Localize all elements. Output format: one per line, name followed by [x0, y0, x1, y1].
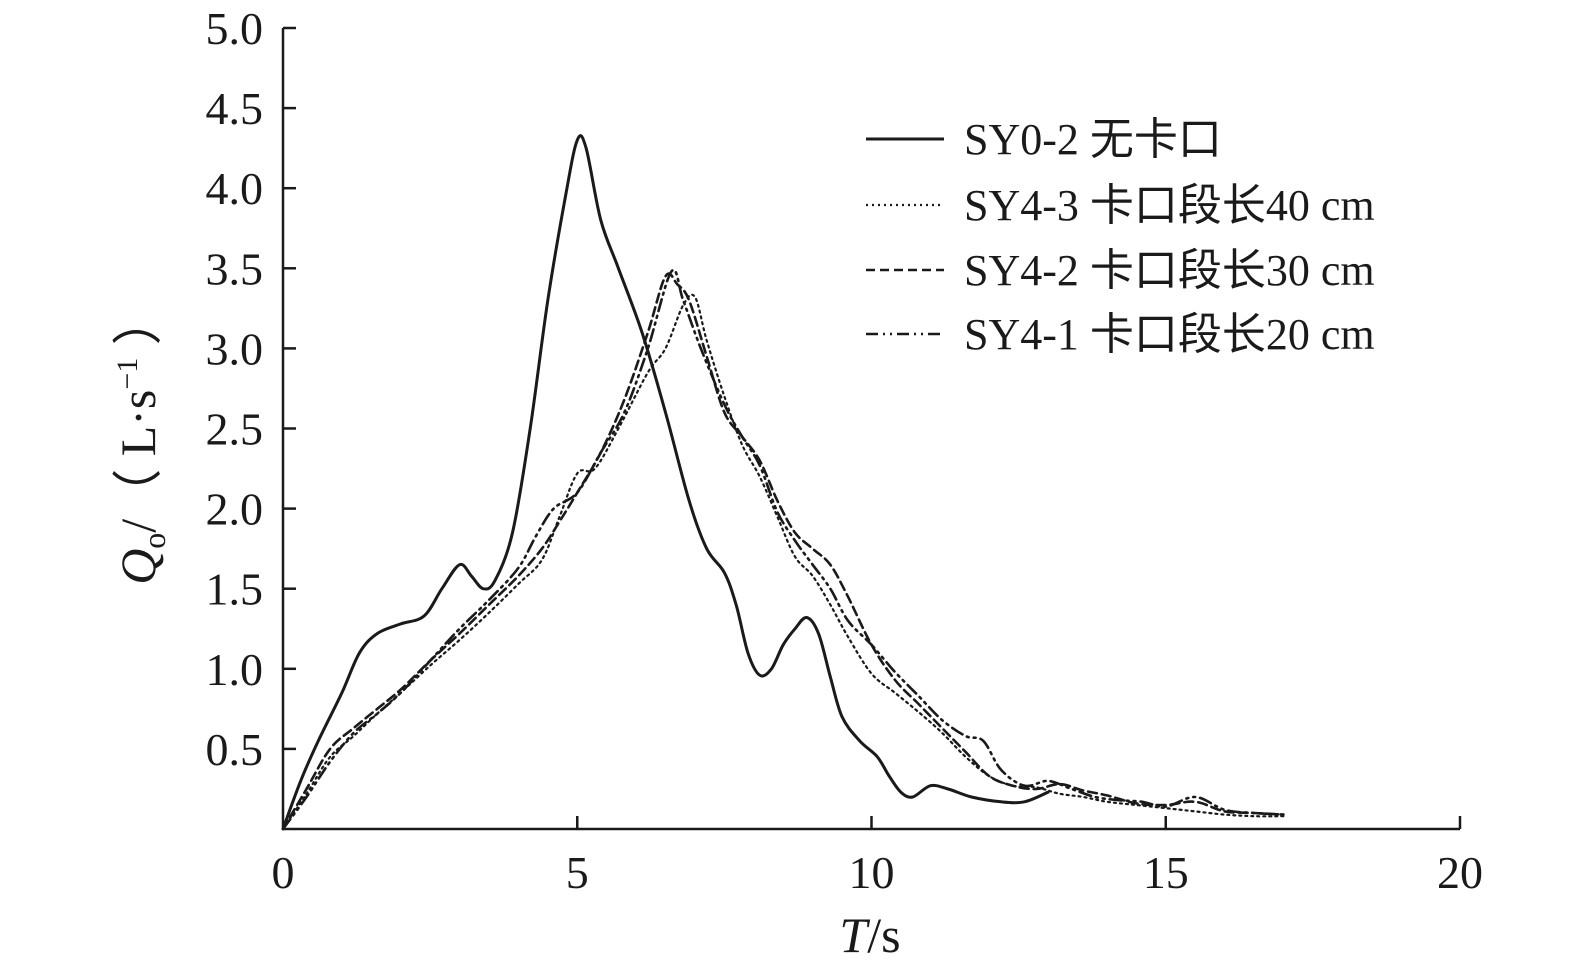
legend-label-3: SY4-2 卡口段长30 cm	[964, 246, 1375, 295]
x-tick-label: 5	[566, 847, 589, 898]
y-ticks: 0.5 1.0 1.5 2.0 2.5 3.0 3.5 4.0 4.5 5.0	[206, 3, 296, 775]
y-tick-label: 4.0	[206, 163, 264, 214]
y-tick-label: 0.5	[206, 724, 264, 775]
x-tick-label: 10	[849, 847, 895, 898]
x-tick-label: 15	[1143, 847, 1189, 898]
legend-label-1: SY0-2 无卡口	[964, 115, 1222, 164]
y-axis-title: Qo/（ L·s−1 ）	[110, 295, 172, 585]
plot-lines	[281, 134, 1285, 831]
legend-label-2: SY4-3 卡口段长40 cm	[964, 181, 1375, 230]
axes	[281, 28, 1460, 831]
legend-label-4: SY4-1 卡口段长20 cm	[964, 310, 1375, 359]
y-tick-label: 2.0	[206, 484, 264, 535]
y-tick-label: 3.0	[206, 323, 264, 374]
series-line-2	[281, 293, 1285, 831]
y-tick-label: 3.5	[206, 243, 264, 294]
x-ticks: 0 5 10 15 20	[272, 816, 1483, 898]
y-tick-label: 1.5	[206, 564, 264, 615]
y-tick-label: 4.5	[206, 83, 264, 134]
series-line-3	[281, 272, 1285, 831]
series-line-1	[281, 134, 1050, 831]
y-tick-label: 2.5	[206, 404, 264, 455]
legend: SY0-2 无卡口 SY4-3 卡口段长40 cm SY4-2 卡口段长30 cm S…	[866, 115, 1375, 359]
x-tick-label: 20	[1437, 847, 1483, 898]
y-tick-label: 5.0	[206, 3, 264, 54]
x-axis-title: T/s	[839, 907, 900, 963]
x-tick-label: 0	[272, 847, 295, 898]
series-line-4	[281, 268, 1285, 831]
y-tick-label: 1.0	[206, 644, 264, 695]
